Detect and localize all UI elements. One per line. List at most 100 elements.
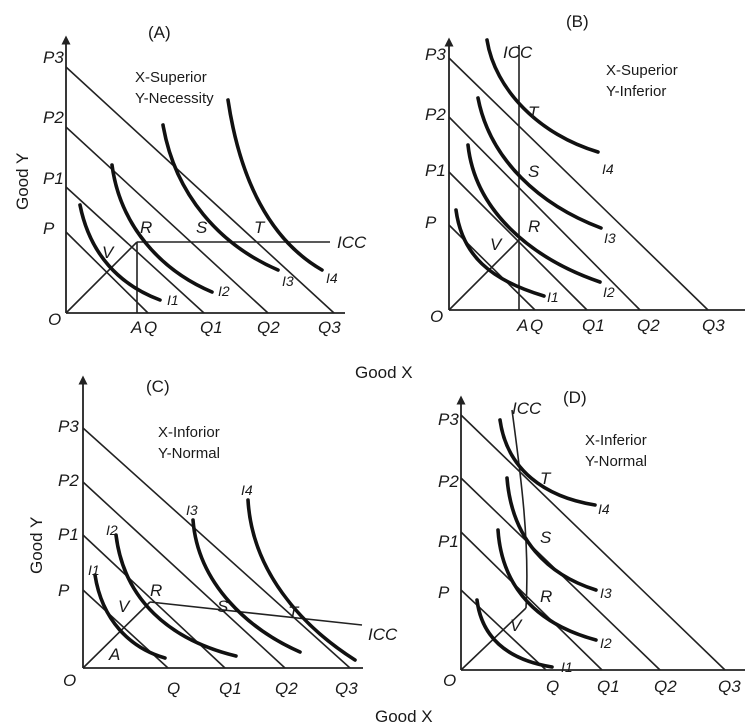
panel-c-label-p: P xyxy=(58,581,70,600)
panel-c-label-p1: P1 xyxy=(58,525,79,544)
panel-d-label-p: P xyxy=(438,583,450,602)
panel-d-indifference-curve-3 xyxy=(505,476,598,592)
panel-b-label-p2: P2 xyxy=(425,105,446,124)
panel-a-curve-label-1: I1 xyxy=(167,292,179,308)
panel-d-label-q1: Q1 xyxy=(597,677,620,696)
panel-b-icc-label: ICC xyxy=(503,43,533,62)
panel-a-point-t: T xyxy=(254,218,266,237)
panel-c-indifference-curve-3 xyxy=(191,518,302,654)
panel-a-label-p3: P3 xyxy=(43,48,64,67)
panel-c-label-q2: Q2 xyxy=(275,679,298,698)
panel-a-label-q: Q xyxy=(144,318,157,337)
panel-b-indifference-curve-2 xyxy=(466,143,602,284)
panel-c-curve-label-2: I2 xyxy=(106,522,118,538)
panel-a-point-s: S xyxy=(196,218,208,237)
panel-d-point-v: V xyxy=(510,616,523,635)
panel-d-label-q3: Q3 xyxy=(718,677,741,696)
panel-b-caption-line1: X-Superior xyxy=(606,62,678,79)
panel-b-label-q2: Q2 xyxy=(637,316,660,335)
panel-b: (B) X-Superior Y-Inferior P3 P2 P1 P O A… xyxy=(425,12,745,335)
panel-b-caption-line2: Y-Inferior xyxy=(606,83,666,100)
panel-d-budget-line-p3 xyxy=(460,414,726,671)
panel-b-label-p1: P1 xyxy=(425,161,446,180)
panel-d-label-q2: Q2 xyxy=(654,677,677,696)
panel-d-label-p1: P1 xyxy=(438,532,459,551)
panel-b-point-t: T xyxy=(528,103,540,122)
panel-a-curve-label-3: I3 xyxy=(282,273,294,289)
panel-c-label-p3: P3 xyxy=(58,417,79,436)
panel-a-label-q2: Q2 xyxy=(257,318,280,337)
panel-b-curve-label-1: I1 xyxy=(547,289,559,305)
panel-d-label-p2: P2 xyxy=(438,472,459,491)
panel-c-icc-line xyxy=(149,601,363,626)
panel-d-curve-label-2: I2 xyxy=(600,635,612,651)
panel-c-label-q1: Q1 xyxy=(219,679,242,698)
panel-a-label-p: P xyxy=(43,219,55,238)
x-axis-title-top: Good X xyxy=(355,363,413,382)
panel-a-origin: O xyxy=(48,310,61,329)
panel-d-indifference-curve-2 xyxy=(496,528,598,642)
panel-d-point-r: R xyxy=(540,587,552,606)
panel-b-curve-label-2: I2 xyxy=(603,284,615,300)
panel-c-indifference-curve-2 xyxy=(114,533,238,658)
panel-c-curve-label-1: I1 xyxy=(88,562,100,578)
panel-d-icc-line xyxy=(511,409,528,609)
panel-c-curve-label-4: I4 xyxy=(241,482,253,498)
panel-c-point-a: A xyxy=(108,645,120,664)
panel-b-indifference-curve-3 xyxy=(476,96,603,230)
panel-d: (D) X-Inferior Y-Normal P3 P2 P1 P O Q Q… xyxy=(438,388,745,696)
panel-b-curve-label-3: I3 xyxy=(604,230,616,246)
panel-d-icc-label: ICC xyxy=(512,399,542,418)
panel-c: (C) X-Inforior Y-Normal P3 P2 P1 P O Q Q… xyxy=(58,375,398,698)
panel-a-indifference-curve-4 xyxy=(226,98,324,272)
y-axis-title-bottom: Good Y xyxy=(27,517,46,574)
panel-a-point-v: V xyxy=(102,243,115,262)
panel-a-indifference-curve-3 xyxy=(161,123,280,272)
panel-d-indifference-curve-1 xyxy=(475,598,554,669)
panel-d-label-q: Q xyxy=(546,677,559,696)
panel-a-budget-line-p2 xyxy=(65,126,269,314)
panel-b-label-q3: Q3 xyxy=(702,316,725,335)
panel-b-point-s: S xyxy=(528,162,540,181)
panel-a-label-a: A xyxy=(130,318,142,337)
x-axis-title-bottom: Good X xyxy=(375,707,433,726)
panel-a-caption-line1: X-Superior xyxy=(135,69,207,86)
panel-a-curve-label-2: I2 xyxy=(218,283,230,299)
panel-a: (A) X-Superior Y-Necessity P3 P2 P1 P O … xyxy=(43,23,367,337)
panel-c-icc-diagonal xyxy=(82,601,151,669)
panel-b-label-p: P xyxy=(425,213,437,232)
panel-b-indifference-curve-1 xyxy=(454,208,546,298)
panel-c-indifference-curve-4 xyxy=(246,498,357,662)
panel-c-point-t: T xyxy=(288,603,300,622)
panel-d-caption-line1: X-Inferior xyxy=(585,432,647,449)
panel-c-label-q: Q xyxy=(167,679,180,698)
panel-b-indifference-curve-4 xyxy=(485,38,600,154)
panel-c-label-p2: P2 xyxy=(58,471,79,490)
panel-b-point-r: R xyxy=(528,217,540,236)
panel-c-caption-line1: X-Inforior xyxy=(158,424,220,441)
panel-a-icc-diagonal xyxy=(65,241,138,314)
panel-c-curve-label-3: I3 xyxy=(186,502,198,518)
panel-d-curve-label-1: I1 xyxy=(561,659,573,675)
panel-c-label-q3: Q3 xyxy=(335,679,358,698)
panel-d-curve-label-3: I3 xyxy=(600,585,612,601)
panel-b-title: (B) xyxy=(566,12,589,31)
panel-a-budget-line-p1 xyxy=(65,186,205,314)
panel-d-point-t: T xyxy=(540,469,552,488)
panel-a-label-q3: Q3 xyxy=(318,318,341,337)
panel-b-label-q: Q xyxy=(530,316,543,335)
panel-a-label-p2: P2 xyxy=(43,108,64,127)
panel-a-curve-label-4: I4 xyxy=(326,270,338,286)
panel-d-title: (D) xyxy=(563,388,587,407)
panel-a-title: (A) xyxy=(148,23,171,42)
panel-d-point-s: S xyxy=(540,528,552,547)
panel-c-origin: O xyxy=(63,671,76,690)
panel-c-icc-label: ICC xyxy=(368,625,398,644)
panel-b-label-p3: P3 xyxy=(425,45,446,64)
panel-c-budget-line-p2 xyxy=(82,481,286,669)
panel-b-budget-line-p3 xyxy=(448,57,709,311)
panel-a-icc-label: ICC xyxy=(337,233,367,252)
panel-a-caption-line2: Y-Necessity xyxy=(135,90,214,107)
